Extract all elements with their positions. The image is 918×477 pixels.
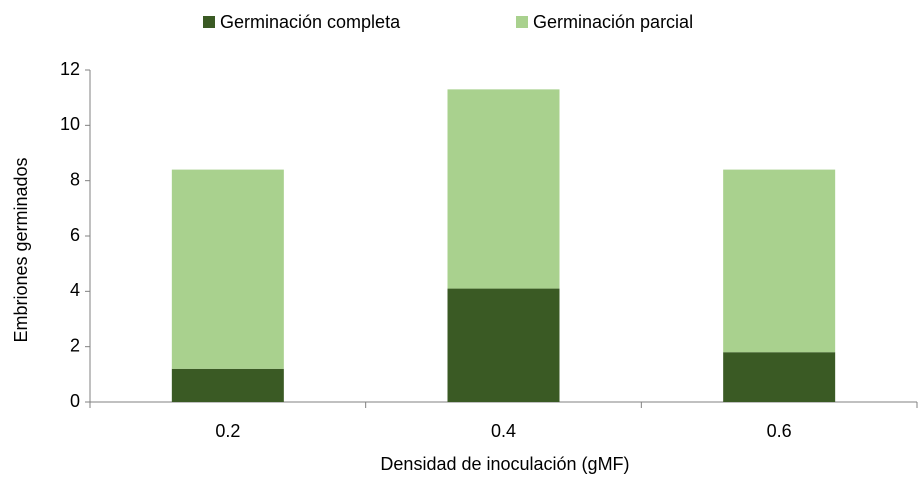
y-tick-label: 0 <box>70 391 80 411</box>
x-tick-label: 0.2 <box>215 421 240 441</box>
legend-label: Germinación parcial <box>533 12 693 32</box>
legend-label: Germinación completa <box>220 12 401 32</box>
bar-segment <box>447 288 560 402</box>
y-tick-label: 10 <box>60 114 80 134</box>
x-tick-label: 0.4 <box>491 421 516 441</box>
y-axis-label: Embriones germinados <box>11 157 31 342</box>
bar-segment <box>171 169 284 369</box>
bar-segment <box>723 352 836 402</box>
y-tick-label: 8 <box>70 169 80 189</box>
bar-segment <box>447 89 560 289</box>
x-axis-label: Densidad de inoculación (gMF) <box>380 454 629 474</box>
y-tick-label: 2 <box>70 335 80 355</box>
legend-swatch <box>203 16 215 28</box>
y-tick-label: 12 <box>60 59 80 79</box>
legend-swatch <box>516 16 528 28</box>
x-tick-label: 0.6 <box>767 421 792 441</box>
y-tick-label: 6 <box>70 225 80 245</box>
bar-segment <box>723 169 836 353</box>
bar-segment <box>171 368 284 402</box>
y-tick-label: 4 <box>70 280 80 300</box>
